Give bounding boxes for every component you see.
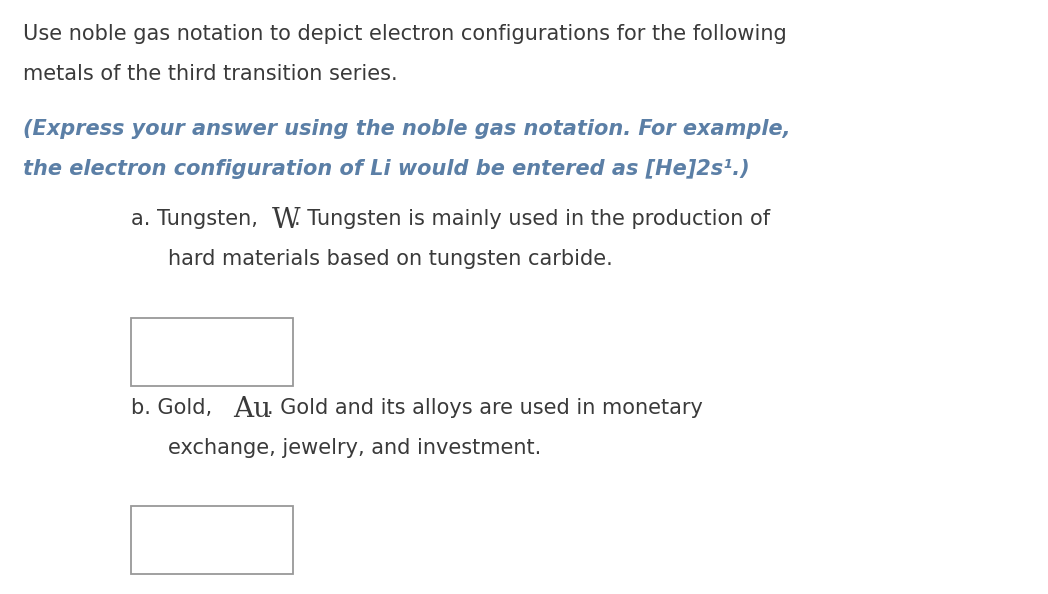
Text: metals of the third transition series.: metals of the third transition series. (23, 64, 397, 84)
Text: Au: Au (233, 396, 270, 423)
Text: exchange, jewelry, and investment.: exchange, jewelry, and investment. (168, 438, 541, 458)
Text: W: W (271, 207, 300, 234)
Text: Use noble gas notation to depict electron configurations for the following: Use noble gas notation to depict electro… (23, 24, 787, 44)
Text: the electron configuration of Li would be entered as [He]2s¹.): the electron configuration of Li would b… (23, 159, 749, 179)
Text: b. Gold,: b. Gold, (131, 398, 219, 418)
Text: a. Tungsten,: a. Tungsten, (131, 209, 264, 229)
Text: (Express your answer using the noble gas notation. For example,: (Express your answer using the noble gas… (23, 119, 790, 139)
Text: hard materials based on tungsten carbide.: hard materials based on tungsten carbide… (168, 249, 612, 269)
Bar (131, 506, 293, 574)
Text: . Tungsten is mainly used in the production of: . Tungsten is mainly used in the product… (294, 209, 770, 229)
Text: . Gold and its alloys are used in monetary: . Gold and its alloys are used in moneta… (267, 398, 703, 418)
Bar (131, 318, 293, 386)
